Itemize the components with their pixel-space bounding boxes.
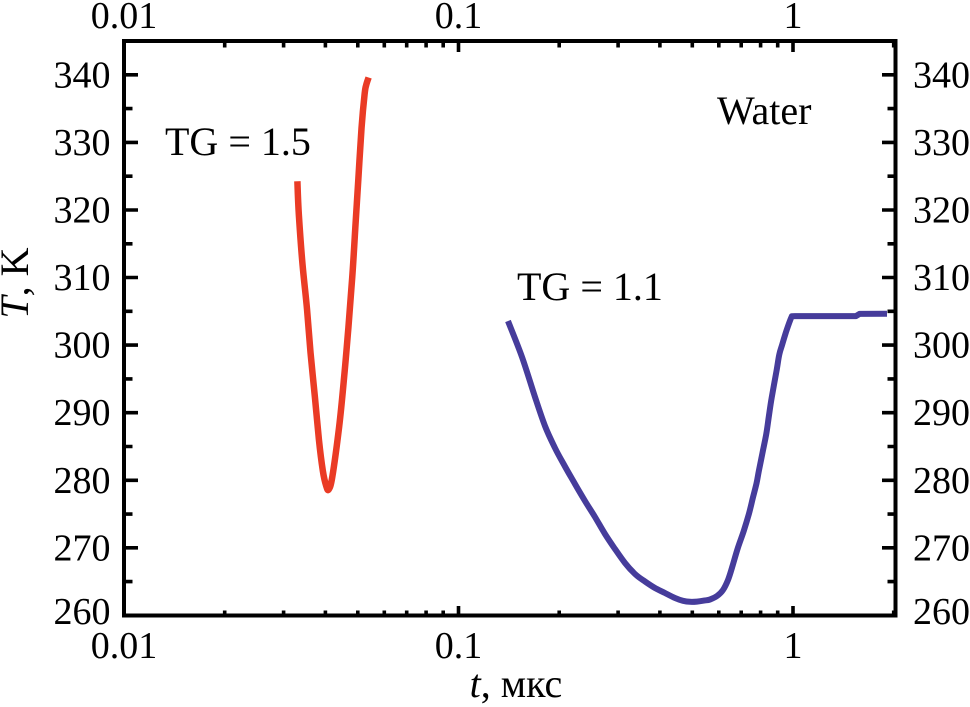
svg-text:320: 320 bbox=[913, 190, 970, 232]
svg-text:260: 260 bbox=[54, 591, 111, 633]
svg-text:1: 1 bbox=[784, 0, 803, 37]
svg-text:0.1: 0.1 bbox=[435, 0, 483, 37]
svg-text:330: 330 bbox=[54, 122, 111, 164]
svg-text:310: 310 bbox=[54, 257, 111, 299]
svg-text:Water: Water bbox=[717, 88, 812, 133]
svg-text:290: 290 bbox=[913, 392, 970, 434]
svg-text:0.01: 0.01 bbox=[91, 0, 158, 37]
svg-text:280: 280 bbox=[913, 460, 970, 502]
svg-text:0.1: 0.1 bbox=[435, 625, 483, 667]
svg-text:1: 1 bbox=[784, 625, 803, 667]
svg-text:270: 270 bbox=[54, 527, 111, 569]
svg-text:290: 290 bbox=[54, 392, 111, 434]
svg-text:340: 340 bbox=[913, 54, 970, 96]
svg-text:T, K: T, K bbox=[0, 247, 37, 318]
svg-text:300: 300 bbox=[913, 325, 970, 367]
svg-text:320: 320 bbox=[54, 190, 111, 232]
svg-text:280: 280 bbox=[54, 460, 111, 502]
svg-text:0.01: 0.01 bbox=[91, 625, 158, 667]
svg-text:310: 310 bbox=[913, 257, 970, 299]
svg-text:340: 340 bbox=[54, 54, 111, 96]
svg-text:270: 270 bbox=[913, 527, 970, 569]
svg-text:TG = 1.5: TG = 1.5 bbox=[165, 119, 311, 164]
svg-text:260: 260 bbox=[913, 591, 970, 633]
svg-text:t, мкс: t, мкс bbox=[470, 661, 563, 706]
svg-text:300: 300 bbox=[54, 325, 111, 367]
svg-text:330: 330 bbox=[913, 122, 970, 164]
svg-text:TG = 1.1: TG = 1.1 bbox=[517, 264, 663, 309]
